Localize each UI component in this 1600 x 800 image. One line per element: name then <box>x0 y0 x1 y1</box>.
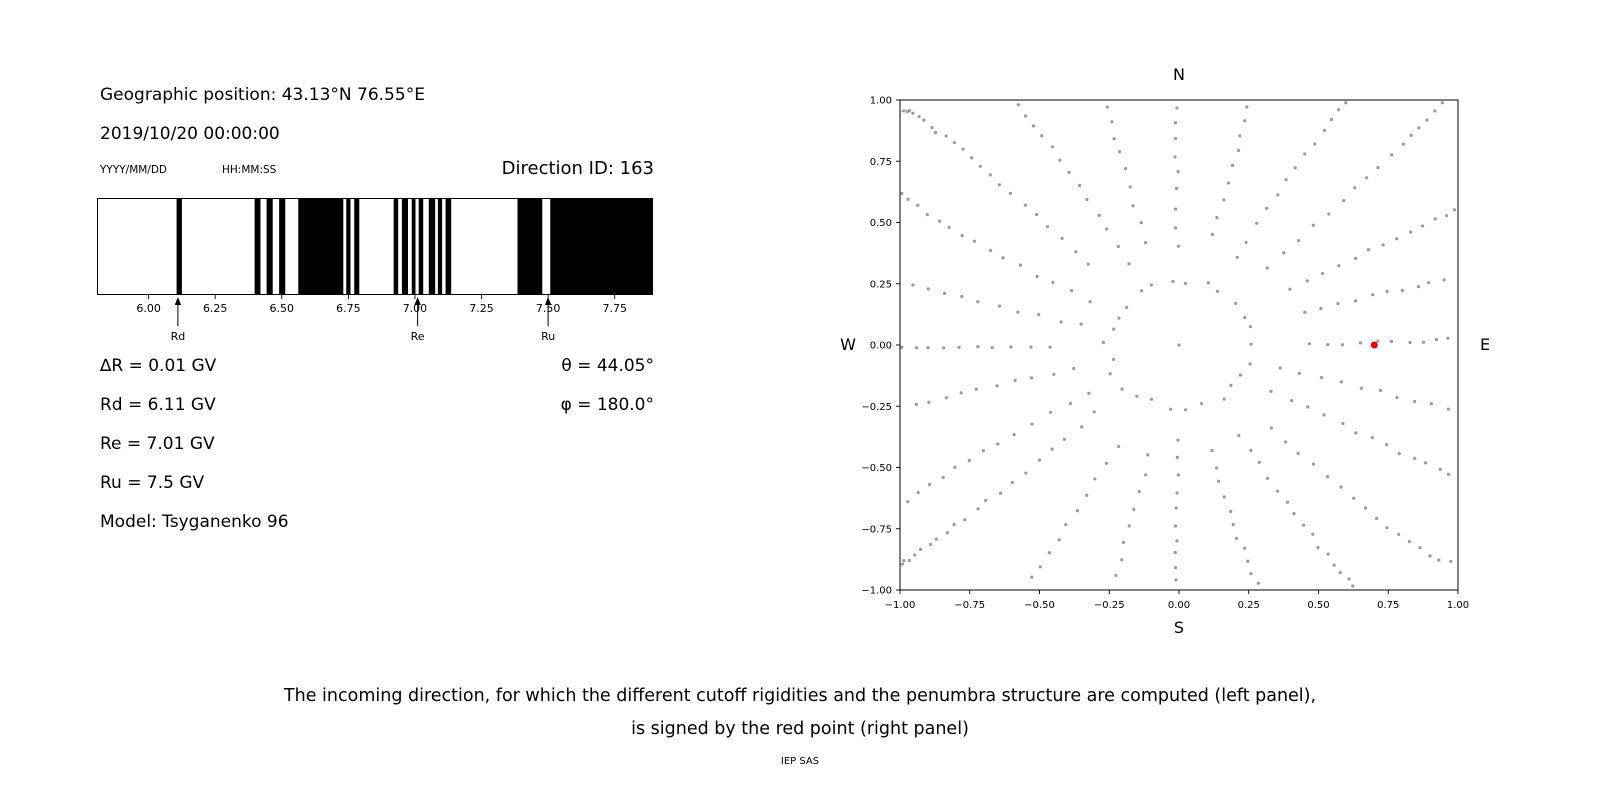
y-tick-label: 0.75 <box>870 157 892 168</box>
compass-labels: N S W E <box>840 65 1490 637</box>
penumbra-bands <box>176 199 652 294</box>
direction-id-text: Direction ID: 163 <box>501 158 654 179</box>
compass-label-east: E <box>1480 335 1490 354</box>
marker-label: Rd <box>171 330 186 343</box>
penumbra-tick-label: 6.50 <box>270 302 295 315</box>
credit-text: IEP SAS <box>780 756 820 767</box>
marker-arrowhead-icon <box>174 297 182 305</box>
delta-r-value: ∆R = 0.01 GV <box>100 356 217 376</box>
marker-arrowhead-icon <box>544 297 552 305</box>
y-tick-label: −1.00 <box>861 586 892 597</box>
x-tick-label: −0.75 <box>954 600 985 611</box>
caption-line-2: is signed by the red point (right panel) <box>631 719 969 739</box>
cutoff-marker-arrows: Rd Re Ru <box>171 297 555 343</box>
scatter-axis-ticks: −1.00 −0.75 −0.50 −0.25 0.00 0.25 0.50 0.75 1.00… <box>861 96 1469 612</box>
direction-plot: −1.00 −0.75 −0.50 −0.25 0.00 0.25 0.50 0.75 1.00… <box>830 55 1530 659</box>
x-tick-label: −0.25 <box>1094 600 1125 611</box>
time-format-label: HH:MM:SS <box>222 164 277 176</box>
marker-label: Ru <box>541 330 555 343</box>
y-tick-label: −0.25 <box>861 402 892 413</box>
phi-value: φ = 180.0° <box>560 395 654 415</box>
x-tick-label: 1.00 <box>1447 600 1469 611</box>
x-tick-label: 0.25 <box>1238 600 1260 611</box>
penumbra-tick-label: 6.00 <box>136 302 161 315</box>
re-value: Re = 7.01 GV <box>100 434 215 454</box>
y-tick-label: −0.75 <box>861 524 892 535</box>
y-tick-label: 1.00 <box>870 96 892 107</box>
penumbra-tick-label: 6.75 <box>336 302 361 315</box>
caption-line-1: The incoming direction, for which the di… <box>283 686 1317 706</box>
marker-label: Re <box>411 330 425 343</box>
theta-value: θ = 44.05° <box>561 356 654 376</box>
compass-label-west: W <box>840 335 856 354</box>
compass-label-south: S <box>1174 618 1184 637</box>
x-tick-label: −1.00 <box>885 600 916 611</box>
rd-value: Rd = 6.11 GV <box>100 395 216 415</box>
marker-arrowhead-icon <box>414 297 421 305</box>
model-value: Model: Tsyganenko 96 <box>100 512 289 532</box>
penumbra-tick-label: 7.00 <box>403 302 428 315</box>
direction-plot-svg: −1.00 −0.75 −0.50 −0.25 0.00 0.25 0.50 0.75 1.00… <box>840 65 1490 637</box>
ru-value: Ru = 7.5 GV <box>100 473 205 493</box>
penumbra-tick-label: 6.25 <box>203 302 228 315</box>
penumbra-x-axis-ticks: 6.00 6.25 6.50 6.75 7.00 7.25 7.50 7.75 <box>136 295 627 315</box>
y-tick-label: 0.00 <box>870 341 892 352</box>
x-tick-label: 0.50 <box>1307 600 1329 611</box>
y-tick-label: −0.50 <box>861 463 892 474</box>
penumbra-tick-label: 7.75 <box>602 302 627 315</box>
y-tick-label: 0.50 <box>870 218 892 229</box>
penumbra-tick-label: 7.25 <box>469 302 494 315</box>
penumbra-plot: 6.00 6.25 6.50 6.75 7.00 7.25 7.50 7.75 Rd Re Ru <box>97 198 657 354</box>
asymptotic-direction-dots <box>900 101 1456 588</box>
y-tick-label: 0.25 <box>870 279 892 290</box>
date-format-label: YYYY/MM/DD <box>100 164 168 176</box>
x-tick-label: −0.50 <box>1024 600 1055 611</box>
geographic-position-text: Geographic position: 43.13°N 76.55°E <box>100 85 425 105</box>
x-tick-label: 0.75 <box>1377 600 1399 611</box>
compass-label-north: N <box>1173 65 1185 84</box>
x-tick-label: 0.00 <box>1168 600 1190 611</box>
scatter-frame <box>899 99 1459 591</box>
red-point-selected-direction <box>1370 341 1378 349</box>
penumbra-frame <box>97 198 653 295</box>
datetime-text: 2019/10/20 00:00:00 <box>100 124 280 144</box>
